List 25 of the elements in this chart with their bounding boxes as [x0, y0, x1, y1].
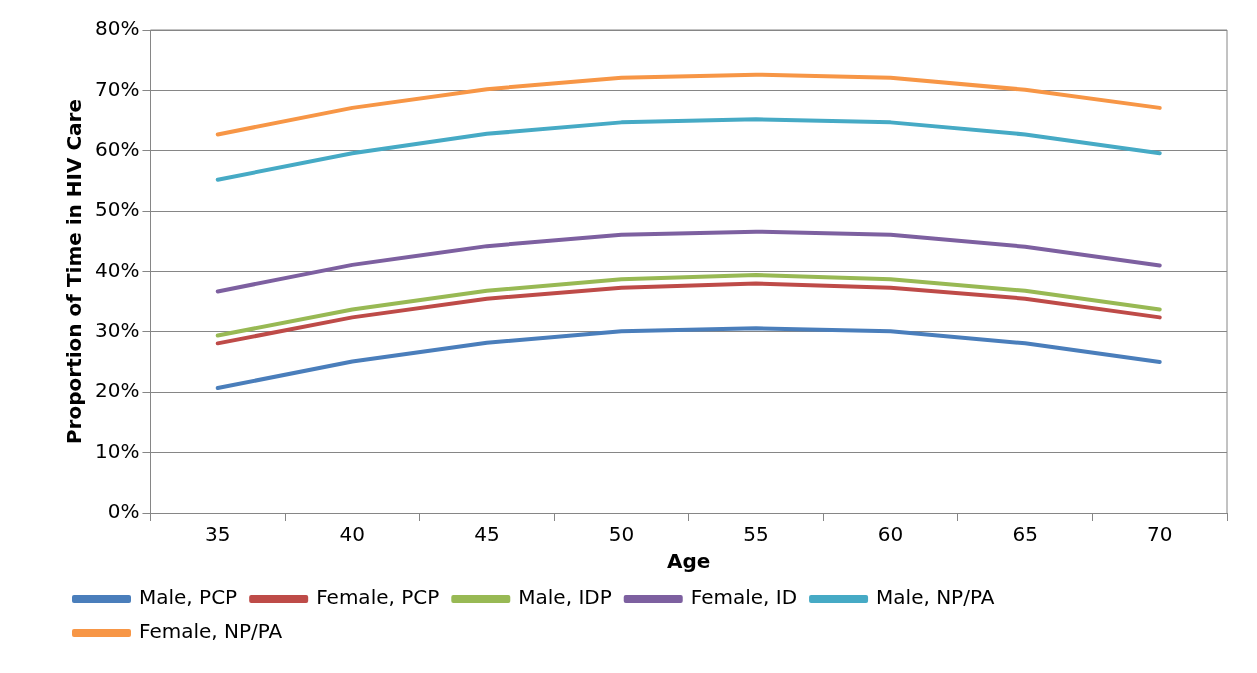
y-tick-label: 30%: [95, 318, 140, 343]
x-tick-label: 60: [877, 522, 904, 547]
y-axis-title: Proportion of Time in HIV Care: [62, 98, 87, 445]
y-tick-label: 40%: [95, 257, 140, 282]
y-tick-label: 70%: [95, 76, 140, 101]
y-tick-label: 20%: [95, 378, 140, 403]
x-tick-label: 55: [743, 522, 769, 547]
x-tick-label: 45: [474, 522, 500, 547]
y-tick-label: 10%: [95, 438, 140, 463]
x-tick-label: 65: [1012, 522, 1038, 547]
legend-label: Female, NP/PA: [139, 619, 283, 644]
x-axis-title: Age: [667, 549, 711, 574]
legend-label: Female, ID: [690, 585, 798, 610]
x-tick-label: 70: [1146, 522, 1173, 547]
y-tick-label: 0%: [107, 499, 140, 524]
x-tick-label: 50: [608, 522, 635, 547]
legend-label: Male, NP/PA: [876, 585, 995, 610]
legend-label: Male, PCP: [139, 585, 238, 610]
x-tick-label: 40: [339, 522, 366, 547]
y-tick-label: 80%: [95, 16, 140, 41]
y-tick-label: 60%: [95, 136, 140, 161]
legend-label: Male, IDP: [518, 585, 612, 610]
x-tick-label: 35: [205, 522, 231, 547]
legend-label: Female, PCP: [316, 585, 440, 610]
y-tick-label: 50%: [95, 197, 140, 222]
